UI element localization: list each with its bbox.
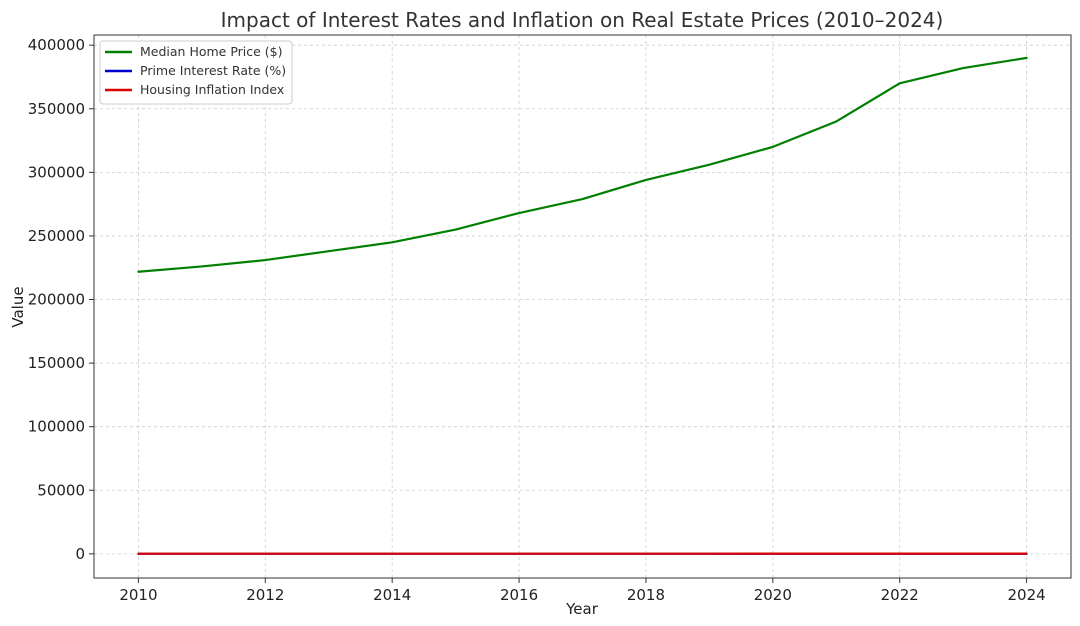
x-tick-label: 2020 xyxy=(754,586,792,604)
x-axis-label: Year xyxy=(565,600,599,618)
y-tick-label: 250000 xyxy=(28,227,85,245)
y-tick-label: 50000 xyxy=(37,481,85,499)
legend-label: Median Home Price ($) xyxy=(140,44,283,59)
legend-label: Prime Interest Rate (%) xyxy=(140,63,286,78)
legend-label: Housing Inflation Index xyxy=(140,82,284,97)
series-lines xyxy=(137,56,1028,555)
x-tick-label: 2010 xyxy=(119,586,157,604)
y-tick-label: 400000 xyxy=(28,36,85,54)
x-axis-ticks: 2010 2012 2014 2016 2018 2020 2022 2024 xyxy=(119,578,1046,604)
y-tick-label: 0 xyxy=(75,545,85,563)
grid xyxy=(94,35,1071,578)
y-tick-label: 150000 xyxy=(28,354,85,372)
series-line-1 xyxy=(137,56,1028,273)
plot-area-frame xyxy=(93,34,1072,579)
y-tick-label: 100000 xyxy=(28,418,85,436)
y-tick-label: 200000 xyxy=(28,291,85,309)
x-tick-label: 2016 xyxy=(500,586,538,604)
x-tick-label: 2024 xyxy=(1007,586,1045,604)
legend-box xyxy=(99,40,293,105)
x-tick-label: 2014 xyxy=(373,586,411,604)
legend: Median Home Price ($) Prime Interest Rate… xyxy=(99,40,293,105)
y-axis-ticks: 0 50000 100000 150000 200000 250000 300000 3500… xyxy=(28,36,94,563)
x-tick-label: 2022 xyxy=(881,586,919,604)
y-axis-label: Value xyxy=(9,286,27,327)
y-tick-label: 300000 xyxy=(28,163,85,181)
x-tick-label: 2018 xyxy=(627,586,665,604)
y-tick-label: 350000 xyxy=(28,100,85,118)
x-tick-label: 2012 xyxy=(246,586,284,604)
chart-title: Impact of Interest Rates and Inflation o… xyxy=(221,8,944,32)
